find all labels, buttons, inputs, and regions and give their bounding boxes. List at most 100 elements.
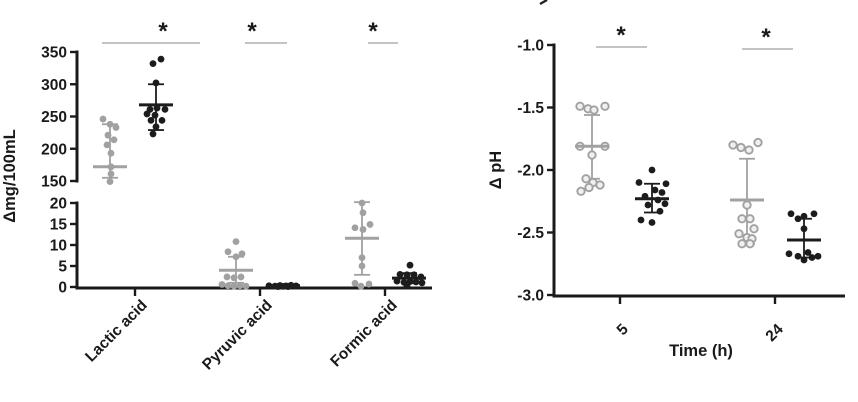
x-category-label: Formic acid [327,297,401,371]
data-point [410,271,418,279]
data-point [589,105,599,115]
data-point [153,104,161,112]
data-point [800,256,808,264]
data-point [418,279,426,287]
data-point [218,281,226,288]
y-tick-label: 250 [41,109,67,126]
data-point [658,189,666,196]
data-point [787,210,795,218]
data-point [103,141,111,149]
data-point [587,150,597,160]
data-point [403,282,411,290]
data-point [600,101,610,111]
data-point [804,249,812,256]
cropped-text-fragment [539,0,548,6]
data-point [147,116,155,124]
data-point [749,224,759,234]
y-tick-label: 20 [50,196,67,213]
significance-asterisk: * [616,22,626,49]
data-point [152,79,160,87]
data-point [800,225,808,233]
data-point [366,221,374,228]
data-point [358,254,366,261]
data-point [637,216,645,224]
y-tick-label: 200 [41,141,67,158]
data-point [357,282,365,290]
data-point [737,239,747,249]
y-tick-label: 300 [41,77,67,94]
data-point [104,131,112,139]
data-point [358,262,366,270]
y-tick-label: 150 [41,174,67,191]
data-point [736,142,746,153]
data-point [99,115,107,123]
x-category-label: Lactic acid [82,297,151,366]
data-point [576,186,586,196]
data-point [648,219,656,226]
group-5-gray [575,101,610,196]
data-point [358,199,366,207]
data-point [742,200,752,210]
data-point [661,200,669,208]
data-point [412,278,420,286]
data-point [151,111,159,119]
data-point [810,210,818,218]
group-formic-acid-gray [345,199,379,290]
x-category-label: Pyruvic acid [199,297,276,374]
group-formic-acid-black [392,261,426,290]
data-point [814,252,822,260]
data-point [406,261,414,269]
y-axis-title: Δmg/100mL [1,129,19,222]
data-point [734,229,744,239]
group-pyruvic-acid-gray [218,238,253,290]
y-tick-label: 5 [58,259,67,276]
data-point [744,145,754,155]
significance-asterisk: * [368,18,378,45]
data-point [143,110,151,118]
data-point [223,273,231,281]
ph-chart: -3.0 -2.5 -2.0 -1.5 -1.0 5 24 Δ pH Time (h) * * [487,22,845,360]
data-point [351,279,359,287]
data-point [230,282,238,290]
data-point [224,248,232,256]
data-point [237,273,245,281]
data-point [800,212,808,220]
significance-asterisk: * [158,18,168,45]
data-point [785,250,793,258]
y-tick-label: 15 [50,217,68,234]
data-point [112,124,120,131]
data-point [794,252,802,260]
data-point [161,106,169,113]
significance-asterisk: * [761,24,771,51]
data-point [236,282,244,290]
data-point [662,180,670,188]
y-tick-label: -1.0 [517,38,544,55]
data-point [230,274,238,282]
group-24-gray [728,137,764,249]
y-tick-label: 0 [58,280,67,297]
data-point [656,207,664,215]
y-tick-label: -1.5 [517,100,544,117]
data-point [359,209,367,217]
data-point [575,101,585,111]
data-point [107,170,115,178]
data-point [152,123,160,131]
data-point [794,215,802,223]
data-point [648,166,656,174]
acids-chart: 0 5 10 15 20 150 200 250 300 350 Lactic acid Pyruvi… [1,18,432,373]
data-point [745,239,755,249]
data-point [359,226,367,233]
data-point [224,282,232,290]
y-tick-label: -2.5 [517,225,544,242]
y-axis-title: Δ pH [487,151,505,189]
data-point [107,149,115,157]
x-category-label: 24 [763,321,787,345]
data-point [106,178,114,186]
y-tick-label: -2.0 [517,163,544,180]
data-point [242,282,250,290]
x-category-label: 5 [614,321,632,339]
group-24-black [785,210,822,264]
data-point [635,179,643,186]
data-point [595,180,605,190]
